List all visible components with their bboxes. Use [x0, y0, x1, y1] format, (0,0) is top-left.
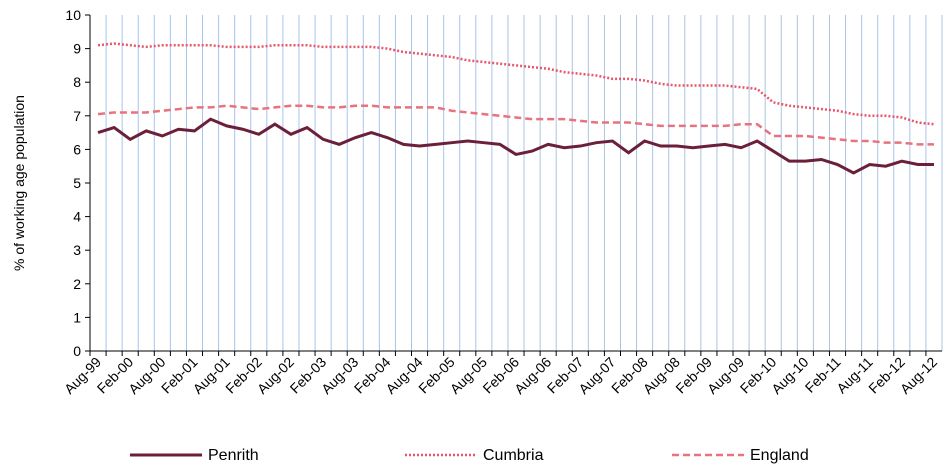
- y-tick-label: 1: [73, 309, 81, 325]
- legend-label: Penrith: [208, 447, 259, 464]
- y-tick-label: 9: [73, 41, 81, 57]
- legend-label: Cumbria: [483, 447, 544, 464]
- y-tick-label: 8: [73, 74, 81, 90]
- y-tick-label: 10: [65, 7, 81, 23]
- y-tick-label: 7: [73, 108, 81, 124]
- series-line: [97, 42, 935, 126]
- y-tick-label: 4: [73, 209, 81, 225]
- x-tick-label: Aug-10: [768, 354, 811, 397]
- series-line: [97, 117, 934, 175]
- y-tick-label: 6: [73, 141, 81, 157]
- y-tick-label: 0: [73, 343, 81, 359]
- x-tick-label: Aug-12: [897, 354, 940, 397]
- legend-label: England: [750, 447, 809, 464]
- y-tick-label: 3: [73, 242, 81, 258]
- series-line: [97, 104, 934, 146]
- y-axis-label: % of working age population: [11, 95, 27, 271]
- y-tick-label: 2: [73, 276, 81, 292]
- y-tick-label: 5: [73, 175, 81, 191]
